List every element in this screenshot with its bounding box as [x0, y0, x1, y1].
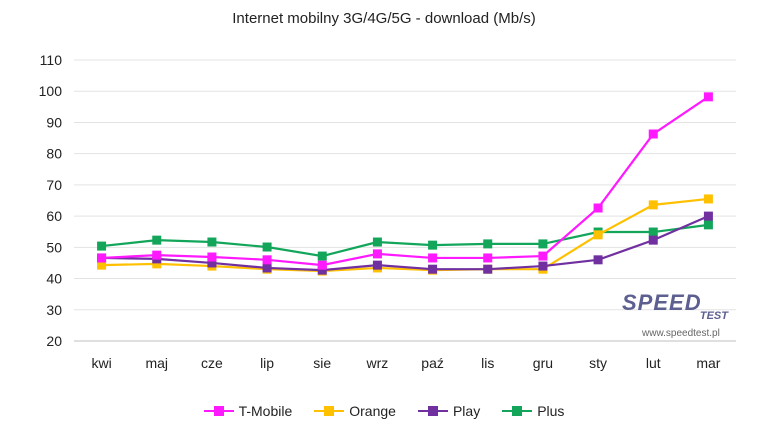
data-point-plus [483, 239, 493, 249]
data-point-plus [428, 240, 438, 250]
data-point-play [593, 255, 603, 265]
data-point-orange [593, 230, 603, 240]
data-point-orange [703, 194, 713, 204]
legend-label: Play [452, 403, 481, 419]
data-point-plus [538, 239, 548, 249]
speedtest-logo: SPEED TEST www.speedtest.pl [622, 290, 742, 339]
data-point-t-mobile [152, 250, 162, 260]
data-point-plus [262, 242, 272, 252]
series-line-orange [101, 197, 709, 273]
data-point-t-mobile [262, 255, 272, 265]
logo-brand: SPEED [622, 290, 702, 315]
data-point-t-mobile [97, 253, 107, 263]
data-point-plus [317, 251, 327, 261]
legend: T-Mobile Orange Play Plus [0, 403, 768, 419]
x-tick-label: kwi [91, 355, 111, 371]
data-point-plus [207, 237, 217, 247]
data-point-t-mobile [317, 260, 327, 270]
y-tick-label: 90 [46, 114, 62, 130]
legend-swatch [417, 405, 448, 417]
data-point-play [538, 261, 548, 271]
data-point-play [483, 264, 493, 274]
data-point-play [317, 265, 327, 275]
y-tick-label: 110 [40, 52, 63, 68]
series-line-t-mobile [101, 95, 710, 267]
data-point-play [262, 263, 272, 273]
x-tick-label: cze [201, 355, 223, 371]
data-point-play [372, 260, 382, 270]
legend-item: Orange [314, 403, 396, 419]
series-line-plus [101, 223, 709, 258]
y-tick-label: 100 [39, 83, 63, 99]
x-tick-label: maj [145, 355, 168, 371]
data-point-t-mobile [428, 253, 438, 263]
legend-swatch [203, 405, 234, 417]
legend-swatch [314, 405, 345, 417]
data-point-orange [152, 259, 162, 269]
x-tick-label: lip [260, 355, 274, 371]
y-tick-label: 50 [46, 239, 62, 255]
legend-label: Orange [349, 403, 396, 419]
data-point-t-mobile [483, 253, 493, 263]
y-tick-label: 60 [46, 208, 62, 224]
data-point-t-mobile [372, 249, 382, 259]
data-point-play [648, 235, 658, 245]
data-point-t-mobile [648, 129, 658, 139]
data-point-t-mobile [538, 251, 548, 261]
x-tick-label: gru [533, 355, 553, 371]
legend-label: Plus [537, 403, 565, 419]
chart-title: Internet mobilny 3G/4G/5G - download (Mb… [232, 10, 536, 27]
y-tick-label: 30 [46, 302, 62, 318]
legend-label: T-Mobile [238, 403, 293, 419]
y-tick-label: 40 [46, 271, 62, 287]
data-point-play [207, 258, 217, 268]
x-tick-label: sie [313, 355, 331, 371]
logo-sub: TEST [699, 310, 728, 322]
x-tick-label: sty [589, 355, 607, 371]
y-tick-label: 80 [46, 146, 62, 162]
data-point-orange [97, 260, 107, 270]
y-tick-label: 20 [46, 333, 62, 349]
data-point-plus [372, 237, 382, 247]
y-tick-label: 70 [46, 177, 62, 193]
legend-swatch [502, 405, 533, 417]
data-point-play [703, 211, 713, 221]
legend-item: Plus [502, 403, 564, 419]
data-point-plus [152, 235, 162, 245]
x-tick-label: lut [646, 355, 661, 371]
data-point-plus [648, 227, 658, 237]
legend-item: T-Mobile [203, 403, 293, 419]
data-point-play [428, 264, 438, 274]
legend-item: Play [417, 403, 481, 419]
data-point-t-mobile [207, 252, 217, 262]
x-tick-label: paź [421, 355, 444, 371]
data-point-t-mobile [593, 203, 603, 213]
series-line-play [101, 215, 709, 272]
data-point-plus [97, 241, 107, 251]
x-tick-label: wrz [366, 355, 389, 371]
data-point-orange [648, 200, 658, 210]
x-tick-label: lis [481, 355, 494, 371]
data-point-t-mobile [703, 92, 713, 102]
x-tick-label: mar [696, 355, 720, 371]
logo-url: www.speedtest.pl [642, 328, 720, 339]
data-point-plus [703, 220, 713, 230]
